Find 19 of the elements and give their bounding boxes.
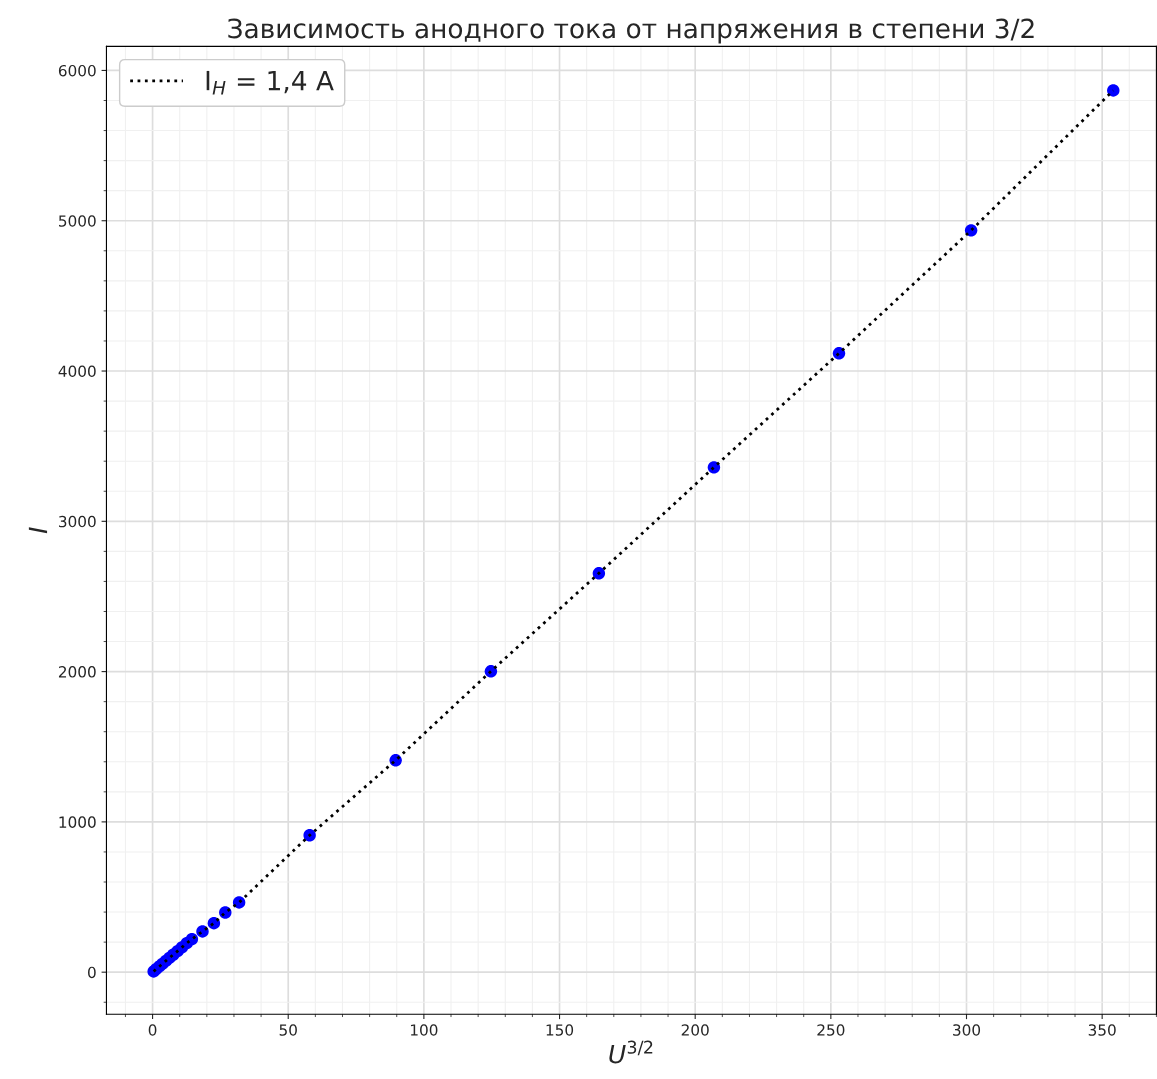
y-tick-label: 2000: [58, 666, 96, 678]
chart-title: Зависимость анодного тока от напряжения в степени 3/2: [228, 18, 1034, 44]
x-tick-label: 0: [148, 1024, 157, 1036]
y-tick-label: 6000: [58, 64, 96, 77]
x-tick-label: 300: [953, 1024, 981, 1036]
y-tick-label: 1000: [59, 816, 96, 828]
x-tick-label: 150: [546, 1024, 574, 1036]
x-tick-label: 250: [817, 1024, 845, 1036]
x-tick-label: 200: [681, 1024, 709, 1036]
x-axis-title: U$^{3/2}$: [609, 1040, 653, 1064]
y-tick-label: 0: [88, 966, 96, 979]
y-tick-label: 4000: [58, 365, 96, 378]
y-tick-label: 5000: [59, 215, 96, 227]
y-axis-title: I: [28, 527, 48, 534]
x-tick-label: 50: [279, 1024, 297, 1036]
legend-label: I$_{H}$ = 1,4 A: [206, 70, 334, 95]
y-tick-label: 3000: [59, 515, 96, 528]
x-tick-label: 350: [1088, 1024, 1116, 1036]
x-tick-label: 100: [410, 1024, 438, 1036]
